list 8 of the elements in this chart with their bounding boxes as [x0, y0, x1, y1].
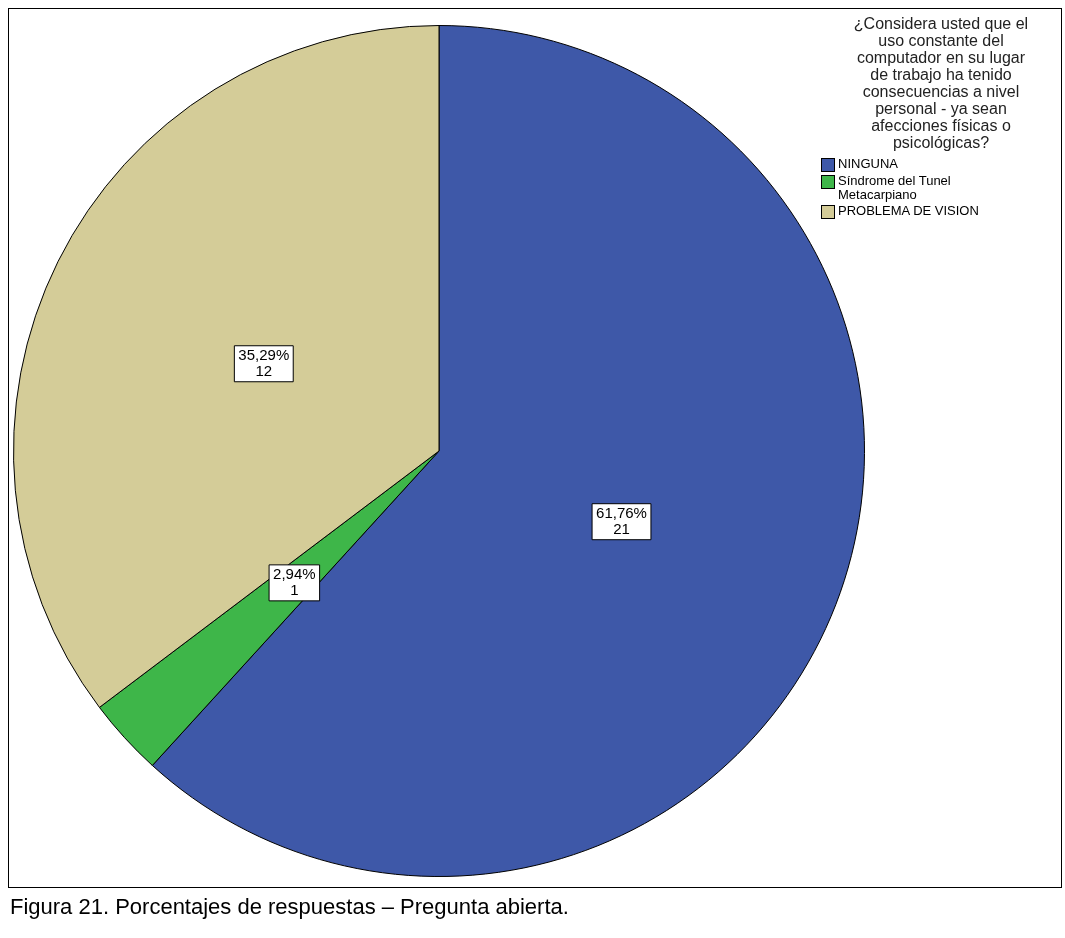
data-label: 61,76% 21 [596, 503, 647, 537]
data-label: 2,94% 1 [273, 565, 316, 598]
legend-label: Síndrome del Tunel Metacarpiano [838, 173, 952, 202]
legend-title: ¿Considera usted que el uso constante del computador en su lugar de trabajo ha tenido consecuencias a nivel personal - ya sean afecciones físicas o psicológicas? [852, 15, 1030, 151]
legend-label: PROBLEMA DE VISION [838, 203, 980, 218]
data-label: 35,29% 12 [238, 345, 290, 379]
legend-label: NINGUNA [838, 156, 899, 171]
text: Figura 21. Porcentajes de respuestas – Pregunta abierta. [10, 894, 570, 920]
